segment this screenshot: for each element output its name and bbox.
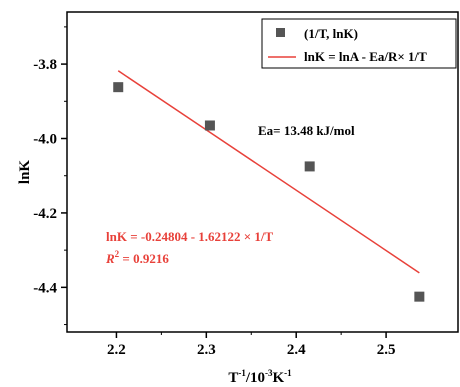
r-squared-exponent: 2 bbox=[115, 249, 120, 259]
x-tick-label: 2.2 bbox=[107, 342, 126, 358]
y-axis-ticks: -3.8 -4.0 -4.2 -4.4 bbox=[33, 26, 67, 326]
data-point bbox=[113, 82, 124, 93]
y-tick-label: -3.8 bbox=[33, 57, 57, 73]
y-tick-label: -4.2 bbox=[33, 206, 57, 222]
x-title-exp2: -3 bbox=[265, 368, 273, 378]
activation-energy-label: Ea= 13.48 kJ/mol bbox=[258, 123, 355, 138]
y-tick-label: -4.4 bbox=[33, 280, 57, 296]
x-tick-label: 2.3 bbox=[197, 342, 216, 358]
x-title-exp1: -1 bbox=[238, 368, 246, 378]
legend-label-line: lnK = lnA - Ea/R× 1/T bbox=[304, 49, 427, 64]
plot-content bbox=[113, 70, 425, 302]
plot-frame bbox=[66, 11, 459, 333]
x-axis-ticks: 2.2 2.3 2.4 2.5 bbox=[107, 332, 395, 358]
fit-line bbox=[117, 70, 420, 274]
data-point bbox=[414, 291, 425, 302]
legend-box bbox=[261, 18, 457, 69]
y-tick-label: -4.0 bbox=[33, 132, 57, 148]
x-axis-title: T-1/10-3K-1 bbox=[228, 368, 292, 386]
y-axis-title: lnK bbox=[17, 160, 33, 185]
x-tick-label: 2.4 bbox=[287, 342, 306, 358]
r-squared-value: = 0.9216 bbox=[119, 251, 169, 266]
x-title-tail: K bbox=[273, 370, 285, 386]
legend-label-scatter: (1/T, lnK) bbox=[304, 26, 358, 41]
x-title-mid: /10 bbox=[245, 370, 265, 386]
x-title-exp3: -1 bbox=[284, 368, 292, 378]
fit-equation-label: lnK = -0.24804 - 1.62122 × 1/T bbox=[106, 229, 274, 244]
r-squared-label: R2 = 0.9216 bbox=[105, 249, 169, 266]
r-squared-symbol: R bbox=[105, 251, 115, 266]
x-tick-label: 2.5 bbox=[377, 342, 396, 358]
legend: (1/T, lnK) lnK = lnA - Ea/R× 1/T bbox=[261, 18, 457, 69]
x-title-base: T bbox=[228, 370, 238, 386]
data-point bbox=[304, 161, 315, 172]
data-point bbox=[204, 120, 215, 131]
legend-marker-scatter bbox=[276, 28, 285, 37]
